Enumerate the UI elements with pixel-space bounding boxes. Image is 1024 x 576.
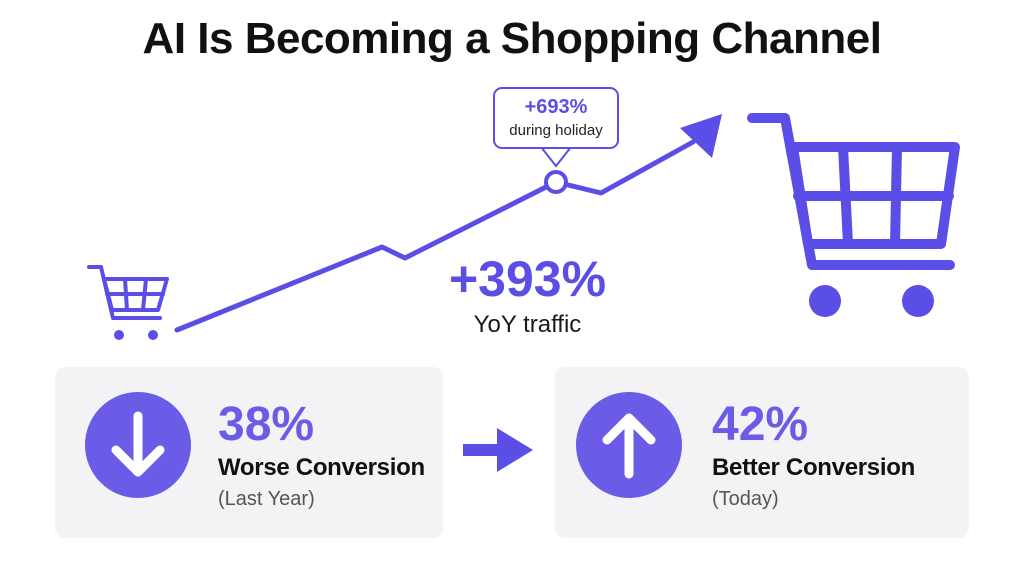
callout-pointer [538,146,574,168]
card-value: 38% [218,398,315,451]
arrow-up-icon [576,392,682,498]
large-cart-icon [747,113,960,317]
arrow-down-icon [85,392,191,498]
callout-value: +693% [524,96,588,118]
trend-line [174,139,696,333]
holiday-callout: +693% during holiday [493,87,619,149]
yoy-traffic-label: YoY traffic [473,311,582,338]
trend-arrowhead [680,114,722,158]
card-label: Better Conversion [712,454,915,481]
today-card: 42% Better Conversion (Today) [555,367,969,538]
yoy-traffic-value: +393% [448,251,607,307]
card-value: 42% [712,398,809,451]
transition-arrow-icon [463,428,533,472]
last-year-card: 38% Worse Conversion (Last Year) [55,367,443,538]
page-title: AI Is Becoming a Shopping Channel [142,14,882,63]
small-cart-icon [87,265,169,340]
card-label: Worse Conversion [218,454,425,481]
peak-marker [544,170,568,194]
card-sub: (Last Year) [218,488,315,510]
card-sub: (Today) [712,488,779,510]
callout-label: during holiday [509,122,603,139]
